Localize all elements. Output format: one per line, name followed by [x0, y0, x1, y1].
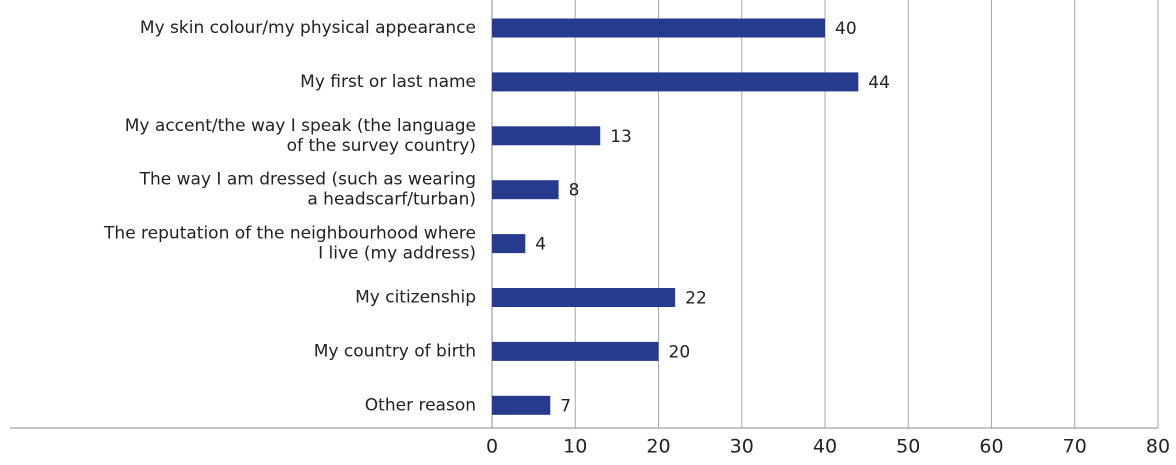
bar	[492, 234, 526, 254]
x-tick-label: 50	[896, 436, 920, 458]
value-label: 22	[685, 289, 707, 309]
bar	[492, 18, 825, 38]
y-tick-label: My citizenship	[355, 288, 476, 308]
value-label: 13	[610, 127, 632, 147]
value-label: 4	[535, 235, 546, 255]
bar	[492, 341, 659, 361]
y-tick-label: The way I am dressed (such as wearing a h…	[139, 170, 476, 210]
bar	[492, 72, 859, 92]
value-label: 20	[669, 342, 691, 362]
bar	[492, 126, 601, 146]
x-tick-label: 0	[486, 436, 498, 458]
bar	[492, 288, 676, 307]
value-label: 8	[569, 181, 580, 201]
y-tick-label: My first or last name	[300, 72, 476, 92]
y-tick-label: My skin colour/my physical appearance	[140, 18, 476, 38]
x-tick-label: 60	[979, 436, 1003, 458]
value-label: 44	[868, 73, 890, 93]
bar	[492, 180, 559, 200]
x-tick-label: 80	[1146, 436, 1170, 458]
value-label: 40	[835, 19, 857, 39]
y-tick-label: My accent/the way I speak (the language o…	[125, 116, 476, 156]
x-tick-label: 20	[646, 436, 670, 458]
y-tick-label: Other reason	[365, 395, 476, 415]
value-label: 7	[560, 396, 571, 416]
x-tick-label: 70	[1063, 436, 1087, 458]
x-tick-label: 40	[813, 436, 837, 458]
y-tick-label: My country of birth	[314, 341, 476, 361]
y-tick-label: The reputation of the neighbourhood wher…	[103, 224, 476, 264]
x-tick-label: 30	[730, 436, 754, 458]
bar	[492, 395, 551, 415]
x-tick-label: 10	[563, 436, 587, 458]
